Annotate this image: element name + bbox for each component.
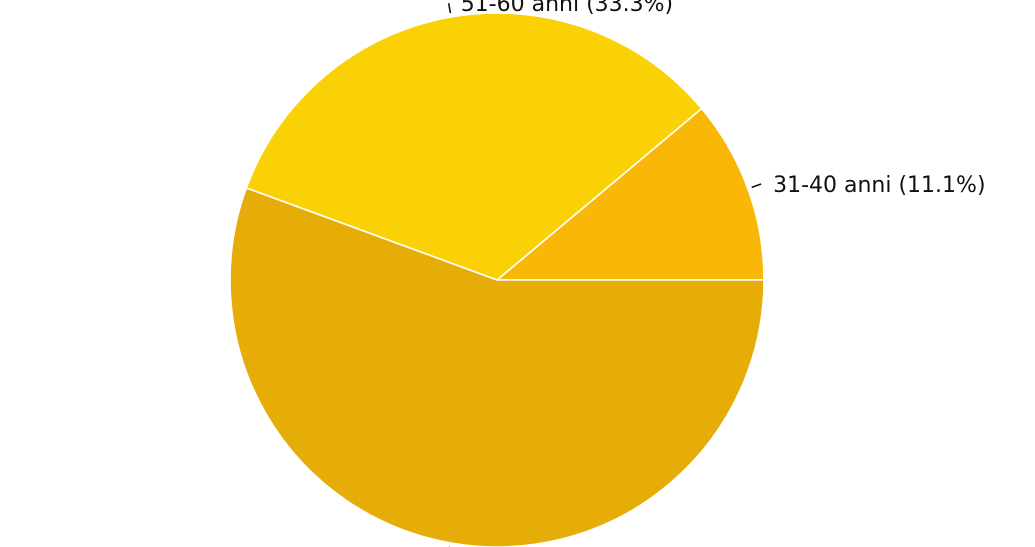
slice-label-51-60-anni: 51-60 anni (33.3%) — [461, 0, 673, 17]
slice-label-41-50-anni: 41-50 anni (55.6%) — [223, 546, 435, 547]
pie-labels: 31-40 anni (11.1%) 51-60 anni (33.3%) 41-5… — [223, 0, 986, 547]
pie-slice-51-60-anni — [245, 12, 703, 281]
pie-slice-41-50-anni — [229, 186, 765, 547]
slice-label-31-40-anni: 31-40 anni (11.1%) — [773, 173, 985, 198]
pie-slice-31-40-anni — [494, 107, 765, 281]
leader-line-51-60-anni — [447, 3, 452, 14]
pie-slices — [229, 12, 765, 547]
leader-line-31-40-anni — [751, 183, 762, 189]
